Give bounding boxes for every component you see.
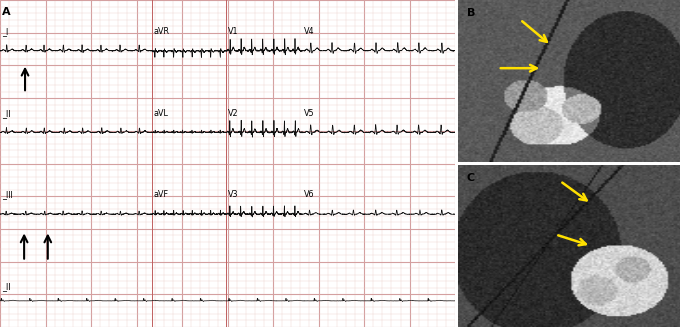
Text: _II: _II xyxy=(2,109,10,118)
Text: A: A xyxy=(2,7,10,17)
Text: aVL: aVL xyxy=(154,109,168,118)
Text: C: C xyxy=(466,173,475,183)
Text: _II: _II xyxy=(2,282,10,291)
Text: _III: _III xyxy=(2,190,12,199)
Text: V4: V4 xyxy=(304,27,315,36)
Text: aVF: aVF xyxy=(154,190,169,199)
Text: V1: V1 xyxy=(228,27,239,36)
Text: B: B xyxy=(466,8,475,18)
Text: V2: V2 xyxy=(228,109,239,118)
Text: V5: V5 xyxy=(304,109,315,118)
Text: V3: V3 xyxy=(228,190,239,199)
Text: aVR: aVR xyxy=(154,27,169,36)
Text: V6: V6 xyxy=(304,190,315,199)
Text: _I: _I xyxy=(2,27,8,36)
